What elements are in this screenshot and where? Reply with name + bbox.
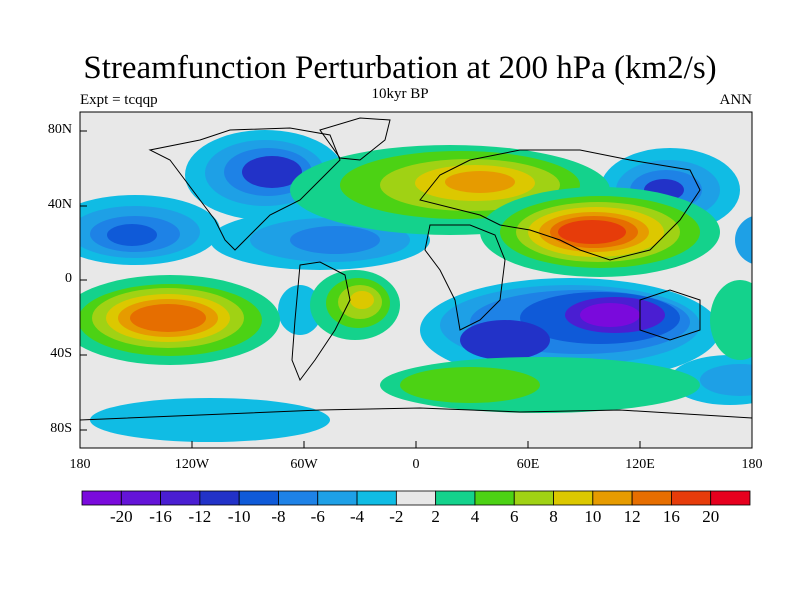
colorbar-label: 4 (470, 507, 480, 526)
xtick-label: 120W (174, 457, 210, 472)
colorbar-label: -10 (227, 507, 251, 526)
colorbar-label: -6 (310, 507, 325, 526)
colorbar-label: 2 (431, 507, 440, 526)
colorbar-swatch (710, 490, 751, 506)
high-tibet (480, 187, 720, 277)
colorbar-swatch (513, 490, 554, 506)
colorbar-label: 16 (662, 507, 680, 526)
high-southern-ocean (380, 280, 752, 413)
colorbar-label: 6 (509, 507, 519, 526)
colorbar-label: 10 (584, 507, 602, 526)
chart-title: Streamfunction Perturbation at 200 hPa (… (83, 50, 717, 86)
colorbar-swatch (671, 490, 712, 506)
ytick-label: 40N (47, 197, 72, 212)
high-south-pacific (80, 275, 280, 365)
colorbar-swatch (278, 490, 319, 506)
colorbar-swatch (356, 490, 397, 506)
ytick-label: 40S (50, 346, 72, 361)
xtick-label: 0 (412, 457, 420, 472)
colorbar-swatch (160, 490, 201, 506)
xtick-label: 180 (69, 457, 91, 472)
colorbar-swatch (238, 490, 279, 506)
xtick-label: 60W (290, 457, 318, 472)
ytick-label: 80S (50, 421, 72, 436)
contour-fields (80, 130, 752, 442)
low-north-pacific (80, 195, 220, 265)
colorbar-swatch (199, 490, 240, 506)
experiment-label: Expt = tcqqp (80, 92, 158, 108)
colorbar-swatch (474, 490, 515, 506)
axis-ticks (79, 130, 753, 448)
ytick-label: 0 (65, 271, 72, 286)
season-label: ANN (719, 92, 753, 108)
colorbar-swatch (395, 490, 437, 506)
colorbar-label: 8 (549, 507, 558, 526)
colorbar-swatch (81, 490, 122, 506)
low-southern-hemisphere (420, 278, 720, 382)
colorbar-label: -20 (109, 507, 133, 526)
colorbar-swatch (553, 490, 594, 506)
colorbar-label: -12 (188, 507, 212, 526)
colorbar-label: 12 (623, 507, 641, 526)
colorbar-label: -16 (149, 507, 172, 526)
colorbar-label: -8 (271, 507, 286, 526)
colorbar-swatch (317, 490, 358, 506)
colorbar-label: -2 (389, 507, 404, 526)
colorbar-label: 20 (702, 507, 720, 526)
colorbar-swatch (120, 490, 161, 506)
xtick-label: 180 (741, 457, 763, 472)
colorbar-swatch (631, 490, 672, 506)
coastlines (80, 117, 752, 421)
colorbar-swatch (435, 490, 476, 506)
xtick-label: 120E (625, 457, 655, 472)
xtick-label: 60E (516, 457, 540, 472)
ytick-label: 80N (47, 122, 72, 137)
period-label: 10kyr BP (371, 86, 429, 102)
colorbar-swatch (592, 490, 633, 506)
colorbar-label: -4 (349, 507, 365, 526)
